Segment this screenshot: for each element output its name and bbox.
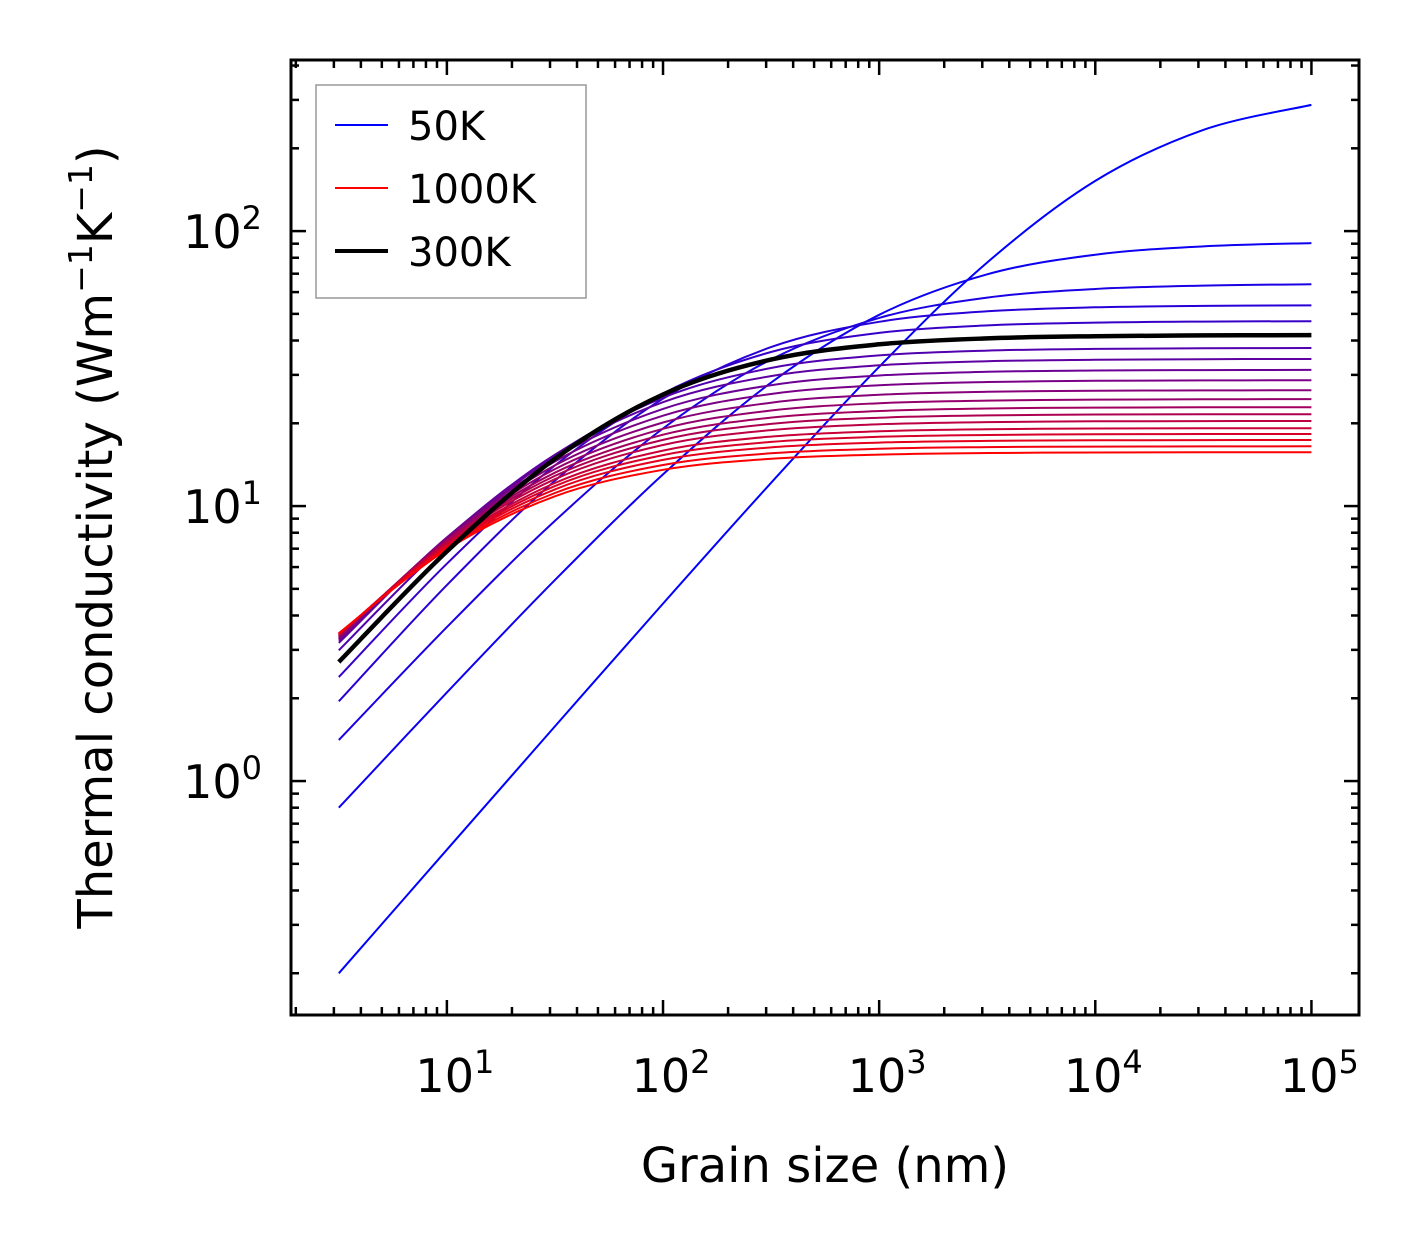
series-line-550k <box>338 389 1312 639</box>
x-tick-label-10000: 104 <box>1064 1043 1143 1103</box>
series-line-600k <box>338 398 1312 638</box>
series-line-100k <box>338 242 1312 809</box>
series-line-450k <box>338 368 1312 642</box>
y-tick-label-100: 102 <box>183 199 262 259</box>
series-line-950k <box>338 445 1312 635</box>
series-line-50k <box>338 103 1312 974</box>
legend-box <box>315 84 587 299</box>
series-line-200k <box>338 304 1312 702</box>
y-tick-label-1: 100 <box>183 749 262 809</box>
series-line-500k <box>338 379 1312 640</box>
x-axis-label: Grain size (nm) <box>641 1138 1009 1194</box>
series-line-300k <box>337 332 1312 664</box>
legend-label-1000k: 1000K <box>408 167 538 213</box>
series-layer <box>337 103 1312 974</box>
x-tick-label-1000: 103 <box>848 1043 927 1103</box>
axes-frame <box>289 58 1361 1017</box>
x-tick-label-10: 101 <box>415 1043 494 1103</box>
legend-label-300k: 300K <box>408 230 512 276</box>
series-line-800k <box>338 427 1312 636</box>
y-axis-label: Thermal conductivity (Wm−1K−1) <box>61 145 124 929</box>
x-tick-label-100: 102 <box>632 1043 711 1103</box>
y-tick-labels: 100 101 102 <box>183 199 262 809</box>
series-line-900k <box>338 439 1312 635</box>
x-tick-labels: 101 102 103 104 105 <box>415 1043 1358 1103</box>
series-line-150k <box>338 283 1312 741</box>
series-line-1000k <box>338 451 1312 634</box>
y-tick-label-10: 101 <box>183 474 262 534</box>
legend-label-50k: 50K <box>408 104 487 150</box>
series-line-850k <box>338 432 1312 635</box>
legend: 50K 1000K 300K <box>315 84 587 299</box>
series-line-650k <box>338 406 1312 638</box>
x-tick-label-100000: 105 <box>1280 1043 1359 1103</box>
